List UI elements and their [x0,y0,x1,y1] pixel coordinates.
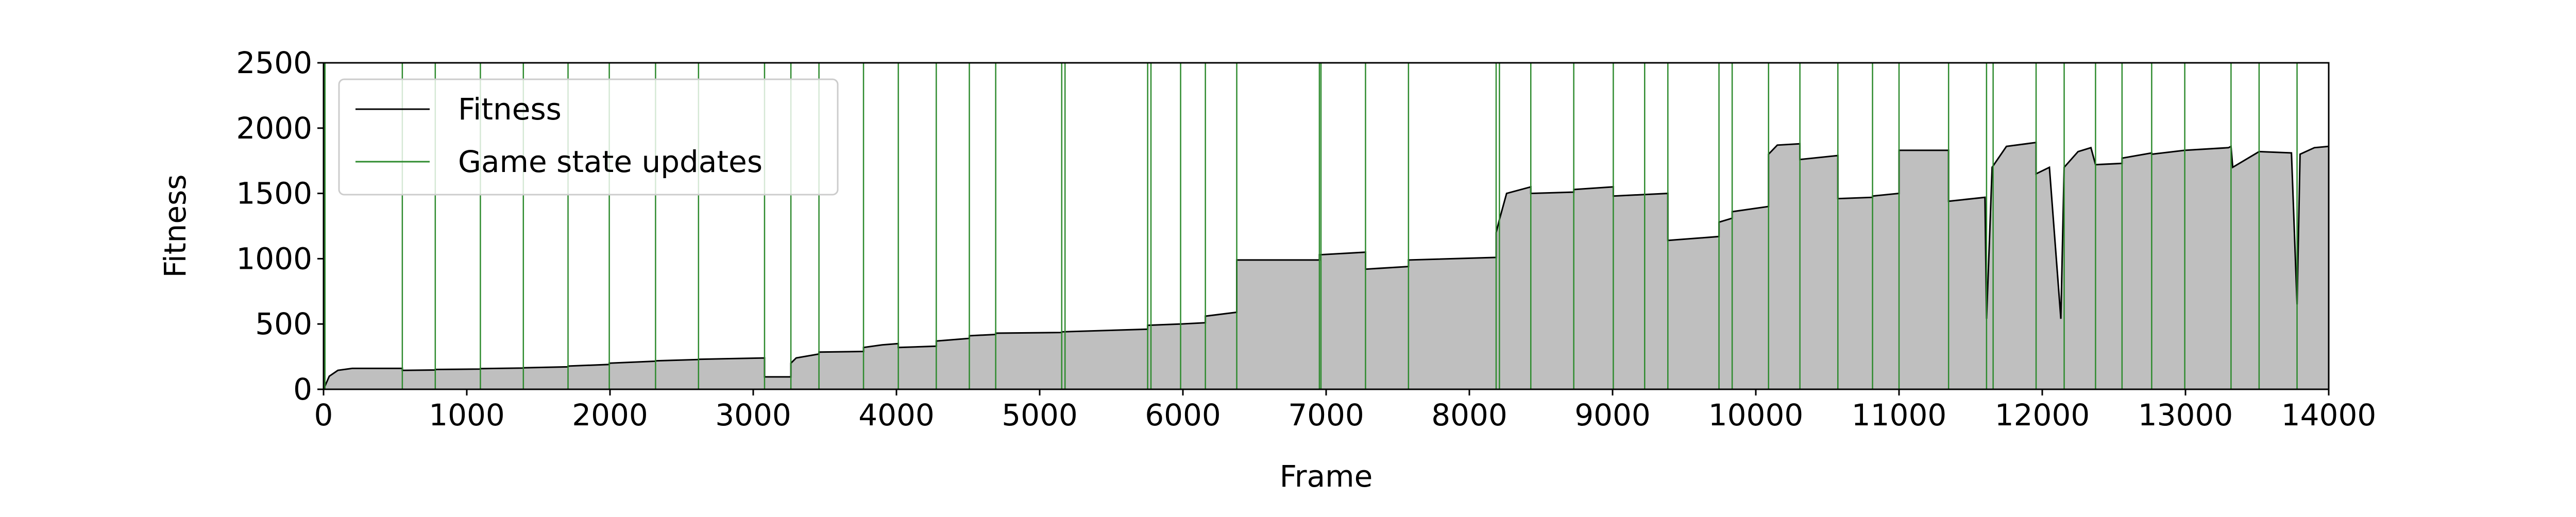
y-tick-label: 2000 [236,111,312,146]
x-tick-label: 6000 [1145,398,1221,433]
y-tick-label: 1500 [236,176,312,211]
x-tick-label: 5000 [1002,398,1078,433]
x-tick-label: 10000 [1708,398,1804,433]
x-tick-label: 13000 [2138,398,2233,433]
x-tick-label: 1000 [429,398,505,433]
x-tick-label: 3000 [715,398,791,433]
x-tick-label: 11000 [1852,398,1947,433]
y-tick-label: 1000 [236,241,312,276]
y-tick-label: 0 [293,372,312,407]
y-tick-label: 2500 [236,45,312,80]
x-tick-label: 0 [314,398,333,433]
x-tick-label: 2000 [572,398,648,433]
x-tick-label: 7000 [1288,398,1364,433]
x-tick-label: 8000 [1431,398,1507,433]
legend-label: Fitness [458,92,562,127]
legend: Fitness Game state updates [338,78,839,196]
y-axis-label: Fitness [158,175,193,278]
x-tick-label: 12000 [1995,398,2090,433]
legend-label: Game state updates [458,144,762,179]
y-tick-label: 500 [255,306,312,341]
legend-box [338,78,839,196]
x-axis-label: Frame [1280,459,1373,494]
x-tick-label: 4000 [858,398,935,433]
fitness-area [324,142,2329,389]
x-tick-label: 14000 [2281,398,2377,433]
x-tick-label: 9000 [1574,398,1651,433]
